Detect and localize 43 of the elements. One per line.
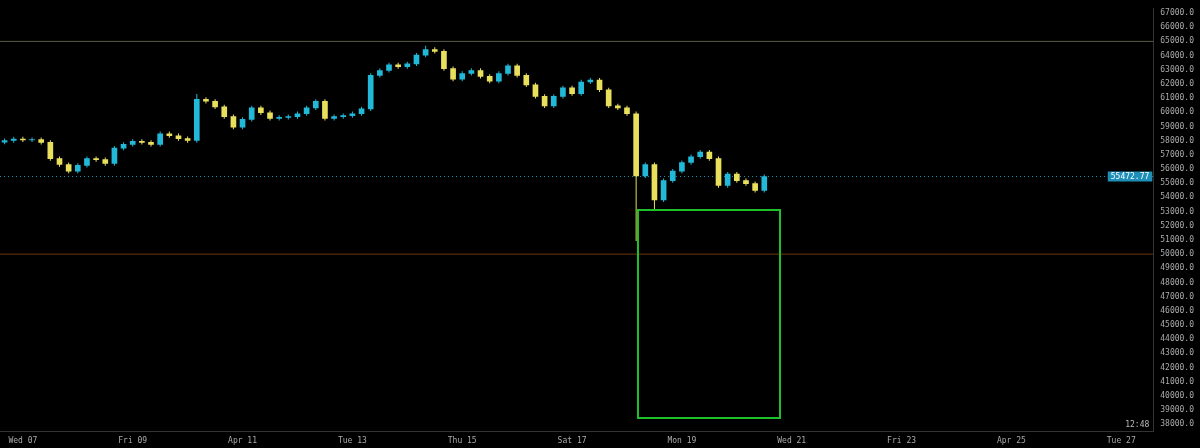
- x-tick-label: Wed 21: [777, 436, 807, 446]
- ref-line-label: 55472.77: [1110, 171, 1150, 181]
- y-tick-label: 48000.0: [1160, 277, 1195, 287]
- y-tick-label: 64000.0: [1160, 50, 1195, 60]
- y-tick-label: 57000.0: [1160, 149, 1195, 159]
- y-tick-label: 46000.0: [1160, 305, 1195, 315]
- y-tick-label: 42000.0: [1160, 362, 1195, 372]
- y-tick-label: 38000.0: [1160, 419, 1195, 429]
- y-tick-label: 63000.0: [1160, 64, 1195, 74]
- y-tick-label: 52000.0: [1160, 220, 1195, 230]
- x-tick-label: Tue 13: [337, 436, 368, 446]
- x-tick-label: Tue 27: [1106, 436, 1136, 446]
- x-tick-label: Fri 23: [887, 436, 917, 446]
- x-tick-label: Wed 07: [8, 436, 38, 446]
- y-tick-label: 41000.0: [1160, 376, 1195, 386]
- y-tick-label: 44000.0: [1160, 334, 1195, 344]
- y-tick-label: 43000.0: [1160, 348, 1195, 358]
- y-tick-label: 56000.0: [1160, 164, 1195, 174]
- x-tick-label: Apr 25: [996, 436, 1027, 446]
- y-tick-label: 49000.0: [1160, 263, 1195, 273]
- y-tick-label: 66000.0: [1160, 22, 1195, 32]
- x-tick-label: Mon 19: [667, 436, 697, 446]
- x-tick-label: Apr 11: [228, 436, 258, 446]
- y-tick-label: 40000.0: [1160, 391, 1195, 401]
- x-tick-label: Fri 09: [118, 436, 148, 446]
- y-tick-label: 67000.0: [1160, 8, 1195, 18]
- x-tick-label: Thu 15: [447, 436, 477, 446]
- y-tick-label: 54000.0: [1160, 192, 1195, 202]
- y-tick-label: 45000.0: [1160, 320, 1195, 330]
- x-tick-label: Sat 17: [557, 436, 587, 446]
- y-tick-label: 39000.0: [1160, 405, 1195, 415]
- y-tick-label: 53000.0: [1160, 206, 1195, 216]
- y-tick-label: 50000.0: [1160, 249, 1195, 259]
- y-tick-label: 60000.0: [1160, 107, 1195, 117]
- y-tick-label: 47000.0: [1160, 291, 1195, 301]
- y-tick-label: 62000.0: [1160, 79, 1195, 89]
- y-tick-label: 65000.0: [1160, 36, 1195, 46]
- y-tick-label: 58000.0: [1160, 135, 1195, 145]
- y-tick-label: 61000.0: [1160, 93, 1195, 103]
- y-tick-label: 55000.0: [1160, 178, 1195, 188]
- y-tick-label: 51000.0: [1160, 235, 1195, 245]
- y-tick-label: 59000.0: [1160, 121, 1195, 131]
- annotation: 12:48: [1125, 420, 1150, 430]
